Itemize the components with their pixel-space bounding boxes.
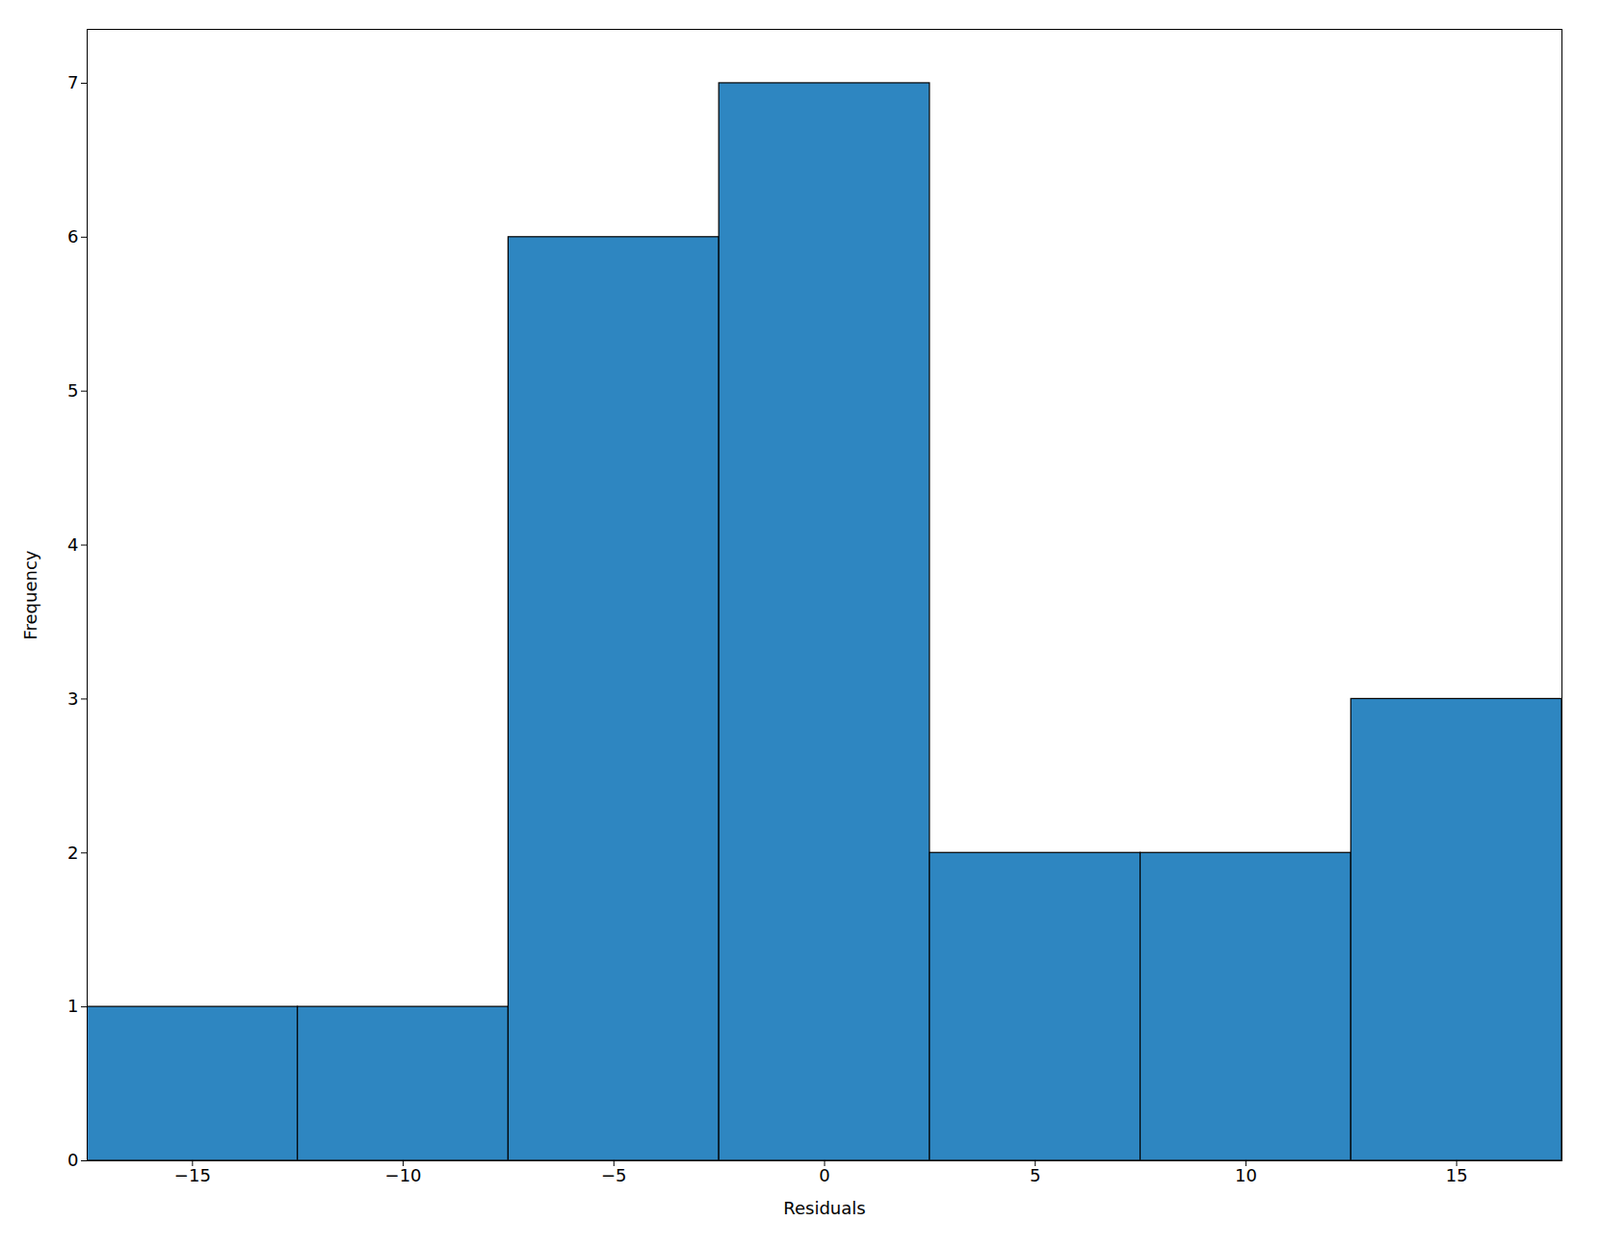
- svg-text:5: 5: [1029, 1165, 1041, 1186]
- svg-text:6: 6: [67, 226, 79, 247]
- svg-text:7: 7: [67, 72, 79, 93]
- svg-text:−10: −10: [385, 1165, 422, 1186]
- svg-text:4: 4: [67, 534, 79, 555]
- svg-text:0: 0: [818, 1165, 830, 1186]
- svg-text:0: 0: [67, 1150, 79, 1171]
- svg-text:5: 5: [67, 380, 79, 401]
- svg-text:Residuals: Residuals: [783, 1198, 866, 1219]
- svg-text:15: 15: [1445, 1165, 1469, 1186]
- svg-text:−15: −15: [174, 1165, 211, 1186]
- svg-text:3: 3: [67, 688, 79, 709]
- svg-text:10: 10: [1234, 1165, 1258, 1186]
- svg-text:1: 1: [67, 996, 79, 1017]
- svg-text:2: 2: [67, 842, 79, 864]
- svg-text:−5: −5: [601, 1165, 628, 1186]
- svg-text:Frequency: Frequency: [20, 550, 41, 640]
